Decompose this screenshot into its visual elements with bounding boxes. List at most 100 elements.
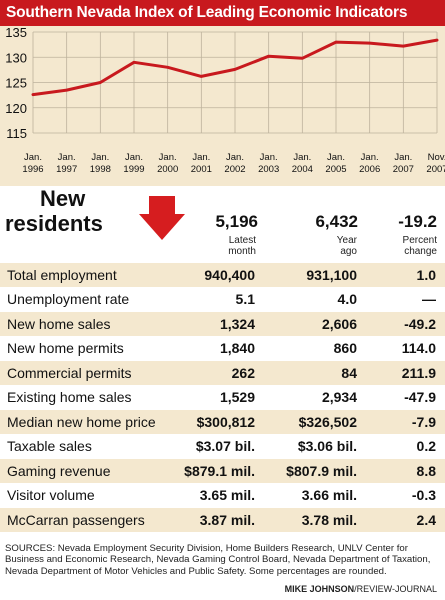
data-point <box>402 44 405 48</box>
headline-latest: 5,196 <box>215 212 258 231</box>
table-row: Median new home price $300,812 $326,502 -7.… <box>0 409 445 435</box>
credit-line: MIKE JOHNSON/REVIEW-JOURNAL <box>285 584 437 594</box>
row-change: 8.8 <box>416 462 436 479</box>
row-year-ago: 84 <box>341 364 357 381</box>
row-latest: $300,812 <box>196 413 255 430</box>
row-year-ago: $326,502 <box>298 413 357 430</box>
headline-year-ago: 6,432 <box>315 212 358 231</box>
y-tick-label: 120 <box>5 101 27 116</box>
row-year-ago: $807.9 mil. <box>286 462 357 479</box>
row-change: 2.4 <box>416 511 436 528</box>
chart-title: Southern Nevada Index of Leading Economi… <box>6 4 408 21</box>
row-year-ago: 2,934 <box>321 389 357 406</box>
x-tick-label-month: Jan. <box>192 152 210 163</box>
credit-name: MIKE JOHNSON <box>284 584 355 594</box>
table-row: Gaming revenue $879.1 mil. $807.9 mil. 8.8 <box>0 458 445 483</box>
row-year-ago: 3.66 mil. <box>301 487 357 504</box>
row-year-ago: 860 <box>333 340 357 357</box>
row-change: 0.2 <box>416 438 436 455</box>
chart-area: 135 130 125 120 115 Jan. 1996 Jan. 1997 Jan. 1998 J… <box>0 25 445 186</box>
row-label: McCarran passengers <box>7 511 145 528</box>
data-point <box>65 88 68 92</box>
row-latest: 1,324 <box>219 315 255 332</box>
x-tick-label-year: 1997 <box>56 164 77 175</box>
x-tick-label-month: Jan. <box>293 152 311 163</box>
x-tick-label-year: 2002 <box>224 164 245 175</box>
row-year-ago: 4.0 <box>337 291 357 308</box>
x-tick-label-month: Jan. <box>361 152 379 163</box>
x-tick-label-month: Jan. <box>327 152 345 163</box>
row-latest: $879.1 mil. <box>184 462 255 479</box>
row-label: New home sales <box>7 315 111 332</box>
row-latest: 1,529 <box>219 389 255 406</box>
headline-latest-sub: Latest month <box>228 235 256 257</box>
x-tick-label-year: 1996 <box>22 164 43 175</box>
table-row: Visitor volume 3.65 mil. 3.66 mil. -0.3 <box>0 483 445 507</box>
headline-change: -19.2 <box>398 212 437 231</box>
title-bar: Southern Nevada Index of Leading Economi… <box>0 0 445 26</box>
x-tick-label-year: 2001 <box>191 164 212 175</box>
table-row: New home permits 1,840 860 114.0 <box>0 336 445 360</box>
x-tick-label-year: 2004 <box>292 164 313 175</box>
row-label: Total employment <box>7 267 117 283</box>
x-tick-label-month: Jan. <box>125 152 143 163</box>
x-tick-label-year: 1998 <box>90 164 111 175</box>
row-change: 211.9 <box>401 364 436 381</box>
row-label: Commercial permits <box>7 364 132 381</box>
table-row: Commercial permits 262 84 211.9 <box>0 360 445 386</box>
row-latest: 3.65 mil. <box>199 487 255 504</box>
credit-org: /REVIEW-JOURNAL <box>354 584 437 594</box>
headline-label-line1: New <box>40 186 86 211</box>
headline-year-ago-sub: Year ago <box>336 235 357 257</box>
data-point <box>99 81 102 84</box>
row-change: -47.9 <box>404 389 436 406</box>
x-tick-label-month: Nov. <box>428 152 445 163</box>
y-tick-label: 115 <box>6 126 27 141</box>
down-arrow-icon <box>139 196 185 240</box>
x-tick-label-month: Jan. <box>226 152 244 163</box>
x-tick-label-month: Jan. <box>159 152 177 163</box>
row-label: Visitor volume <box>7 487 95 504</box>
data-point <box>200 75 203 78</box>
x-tick-label-year: 1999 <box>123 164 144 175</box>
row-latest: 262 <box>231 364 255 381</box>
data-point <box>31 93 35 96</box>
x-tick-label-year: 2006 <box>359 164 380 175</box>
table-row: Unemployment rate 5.1 4.0 — <box>0 287 445 311</box>
data-point <box>132 61 136 64</box>
row-label: Existing home sales <box>7 389 132 406</box>
y-tick-label: 125 <box>5 76 27 91</box>
data-point <box>301 57 304 60</box>
row-latest: 1,840 <box>219 340 255 357</box>
x-tick-label-year: 2003 <box>258 164 279 175</box>
row-label: New home permits <box>7 340 124 357</box>
row-change: — <box>422 291 436 308</box>
x-tick-label-month: Jan. <box>260 152 278 163</box>
data-point <box>233 68 237 71</box>
y-tick-label: 130 <box>5 50 27 65</box>
data-point <box>334 40 338 44</box>
row-label: Unemployment rate <box>7 291 130 308</box>
row-label: Taxable sales <box>7 438 92 455</box>
x-tick-label-month: Jan. <box>394 152 412 163</box>
row-latest: 3.87 mil. <box>199 511 255 528</box>
table-row: McCarran passengers 3.87 mil. 3.78 mil. 2.4 <box>0 507 445 532</box>
row-year-ago: 931,100 <box>306 267 357 283</box>
row-latest: 5.1 <box>235 291 255 308</box>
row-change: 1.0 <box>416 267 436 283</box>
row-latest: 940,400 <box>204 267 255 283</box>
y-tick-label: 135 <box>5 26 27 40</box>
row-change: -49.2 <box>404 315 436 332</box>
x-tick-label-month: Jan. <box>58 152 76 163</box>
table-row: New home sales 1,324 2,606 -49.2 <box>0 311 445 337</box>
data-point <box>435 38 439 42</box>
x-tick-label-month: Jan. <box>91 152 109 163</box>
table-row: Existing home sales 1,529 2,934 -47.9 <box>0 385 445 409</box>
data-point <box>368 41 371 45</box>
row-year-ago: 3.78 mil. <box>301 511 357 528</box>
x-tick-label-month: Jan. <box>24 152 42 163</box>
row-label: Gaming revenue <box>7 462 111 479</box>
row-year-ago: $3.06 bil. <box>297 438 357 455</box>
row-change: -7.9 <box>411 413 436 430</box>
x-tick-label-year: 2007 <box>426 164 445 175</box>
